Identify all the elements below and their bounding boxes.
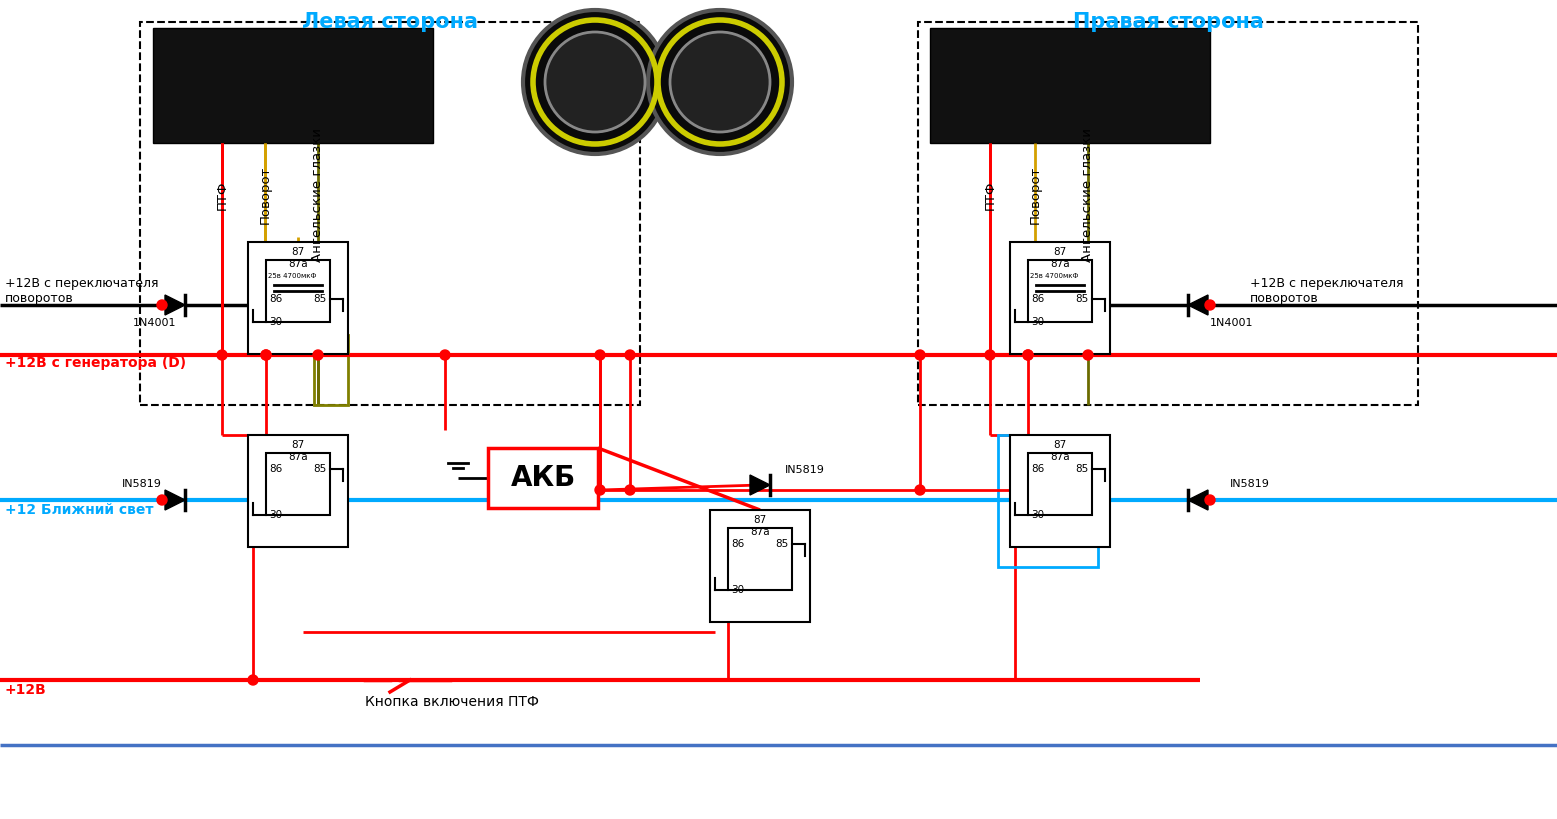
- Circle shape: [157, 300, 167, 310]
- Text: 1N4001: 1N4001: [1210, 318, 1253, 328]
- Text: Кнопка включения ПТФ: Кнопка включения ПТФ: [364, 695, 539, 709]
- Circle shape: [216, 350, 227, 360]
- Circle shape: [1205, 300, 1214, 310]
- Text: 25в 4700мкФ: 25в 4700мкФ: [268, 273, 316, 279]
- Circle shape: [262, 350, 271, 360]
- Bar: [1010, 435, 1110, 547]
- Text: 86: 86: [269, 294, 282, 304]
- Text: 30: 30: [1031, 510, 1045, 520]
- Bar: [729, 528, 793, 590]
- Text: ПТФ: ПТФ: [215, 180, 229, 210]
- Text: 1N4001: 1N4001: [134, 318, 177, 328]
- Text: 86: 86: [1031, 464, 1045, 474]
- Text: 25в 4700мкФ: 25в 4700мкФ: [1031, 273, 1079, 279]
- Text: +12В с генератора (D): +12В с генератора (D): [5, 356, 187, 370]
- Text: Поворот: Поворот: [1029, 166, 1042, 224]
- Circle shape: [262, 350, 271, 360]
- Text: Ангельские глазки: Ангельские глазки: [311, 128, 324, 262]
- Text: 87a: 87a: [1049, 259, 1070, 269]
- Bar: [919, 22, 1418, 405]
- Circle shape: [595, 485, 606, 495]
- Bar: [1028, 260, 1091, 322]
- Text: 87: 87: [1054, 440, 1067, 450]
- Circle shape: [545, 32, 645, 132]
- Text: IN5819: IN5819: [785, 465, 825, 475]
- Bar: [1028, 453, 1091, 515]
- Bar: [487, 448, 598, 508]
- Text: 30: 30: [269, 510, 282, 520]
- Text: 86: 86: [1031, 294, 1045, 304]
- Circle shape: [624, 485, 635, 495]
- Bar: [248, 242, 349, 354]
- Bar: [266, 260, 330, 322]
- Text: ПТФ: ПТФ: [984, 180, 996, 210]
- Circle shape: [595, 350, 606, 360]
- Circle shape: [1084, 350, 1093, 360]
- Text: 30: 30: [269, 317, 282, 327]
- Text: 30: 30: [730, 585, 744, 595]
- Text: 85: 85: [1076, 464, 1088, 474]
- Circle shape: [313, 350, 322, 360]
- Text: Левая сторона: Левая сторона: [302, 12, 478, 32]
- Text: 87: 87: [291, 247, 305, 257]
- Text: IN5819: IN5819: [121, 479, 162, 489]
- Text: АКБ: АКБ: [511, 464, 576, 492]
- Text: 86: 86: [269, 464, 282, 474]
- Circle shape: [916, 350, 925, 360]
- Circle shape: [248, 675, 258, 685]
- Text: Поворот: Поворот: [258, 166, 271, 224]
- Bar: [315, 335, 349, 405]
- Polygon shape: [165, 295, 185, 315]
- Text: 30: 30: [1031, 317, 1045, 327]
- Circle shape: [648, 10, 793, 154]
- Text: 85: 85: [315, 464, 327, 474]
- Text: 87a: 87a: [1049, 452, 1070, 462]
- Text: 87a: 87a: [288, 452, 308, 462]
- Circle shape: [916, 485, 925, 495]
- Text: +12 Ближний свет: +12 Ближний свет: [5, 503, 154, 517]
- Text: IN5819: IN5819: [1230, 479, 1271, 489]
- Bar: [248, 435, 349, 547]
- Circle shape: [1023, 350, 1032, 360]
- Polygon shape: [1188, 295, 1208, 315]
- Bar: [266, 453, 330, 515]
- Text: +12В: +12В: [5, 683, 47, 697]
- Circle shape: [624, 350, 635, 360]
- Text: +12В с переключателя
поворотов: +12В с переключателя поворотов: [5, 277, 159, 305]
- Bar: [140, 22, 640, 405]
- Circle shape: [441, 350, 450, 360]
- Bar: [710, 510, 810, 622]
- Text: 87: 87: [754, 515, 766, 525]
- Text: 86: 86: [730, 539, 744, 549]
- Circle shape: [986, 350, 995, 360]
- Circle shape: [1205, 495, 1214, 505]
- Bar: [153, 28, 433, 143]
- Text: 85: 85: [775, 539, 789, 549]
- Bar: [1010, 242, 1110, 354]
- Bar: [998, 435, 1098, 567]
- Text: Правая сторона: Правая сторона: [1073, 12, 1263, 32]
- Text: 87: 87: [291, 440, 305, 450]
- Text: 87a: 87a: [288, 259, 308, 269]
- Text: 87: 87: [1054, 247, 1067, 257]
- Bar: [930, 28, 1210, 143]
- Text: +12В с переключателя
поворотов: +12В с переключателя поворотов: [1250, 277, 1403, 305]
- Polygon shape: [1188, 490, 1208, 510]
- Circle shape: [1023, 350, 1032, 360]
- Circle shape: [157, 495, 167, 505]
- Text: 85: 85: [315, 294, 327, 304]
- Text: Ангельские глазки: Ангельские глазки: [1082, 128, 1095, 262]
- Polygon shape: [750, 475, 771, 495]
- Circle shape: [523, 10, 666, 154]
- Circle shape: [670, 32, 771, 132]
- Polygon shape: [165, 490, 185, 510]
- Text: 85: 85: [1076, 294, 1088, 304]
- Text: 87a: 87a: [750, 527, 769, 537]
